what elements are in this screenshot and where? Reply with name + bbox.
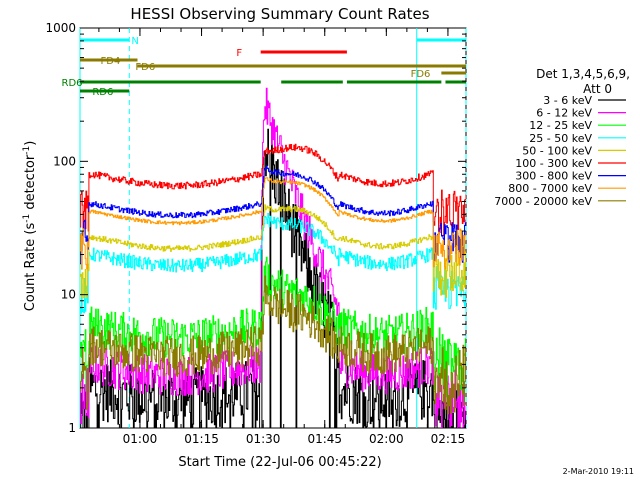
flag-label: N: [131, 36, 138, 47]
x-tick-label: 01:30: [246, 432, 281, 446]
flag-label: F: [236, 48, 242, 59]
x-tick-label: 01:00: [123, 432, 158, 446]
flag-label: RD6: [62, 78, 83, 89]
series-line-6-12-kev: [80, 87, 466, 428]
y-label-suffix: ): [23, 141, 38, 146]
legend-label: 25 - 50 keV: [529, 132, 592, 145]
legend-label: 6 - 12 keV: [536, 107, 592, 120]
y-label-prefix: Count Rate (s: [23, 223, 38, 312]
x-axis: 01:00 01:15 01:30 01:45 02:00 02:15: [98, 28, 466, 446]
series-line-100-300-kev: [80, 143, 466, 237]
series-line-12-25-kev: [80, 256, 466, 398]
y-tick-label: 100: [53, 154, 76, 168]
series-line-800-7000-kev: [80, 177, 466, 270]
legend-label: 3 - 6 keV: [543, 94, 592, 107]
series-group: [80, 87, 466, 428]
flag-label: RD6: [92, 87, 113, 98]
series-line-300-800-kev: [80, 165, 466, 265]
legend-label: 300 - 800 keV: [515, 170, 592, 183]
legend-label: 800 - 7000 keV: [508, 182, 592, 195]
x-tick-label: 02:00: [369, 432, 404, 446]
legend-title: Det 1,3,4,5,6,9,: [536, 67, 630, 81]
footer-timestamp: 2-Mar-2010 19:11: [563, 467, 634, 476]
legend-subtitle: Att 0: [583, 82, 612, 96]
y-label-middle: detector: [23, 154, 38, 214]
y-label-exponent-2: -1: [22, 146, 32, 155]
y-label-exponent-1: -1: [22, 214, 32, 223]
x-tick-label: 01:15: [184, 432, 219, 446]
flag-label: FD6: [135, 62, 155, 73]
legend-label: 100 - 300 keV: [515, 157, 592, 170]
y-axis: 1 10 100 1000: [45, 21, 466, 435]
status-flags: N F FD4 FD6 FD6 RD6 RD6: [62, 36, 466, 98]
flag-label: FD4: [101, 56, 121, 67]
y-tick-label: 1000: [45, 21, 76, 35]
legend-label: 50 - 100 keV: [522, 144, 592, 157]
x-tick-label: 01:45: [307, 432, 342, 446]
series-line-50-100-kev: [80, 204, 466, 299]
plot-area: N F FD4 FD6 FD6 RD6 RD6 01:00 01:15 01:30 01:45 02…: [45, 21, 467, 446]
y-tick-label: 1: [68, 421, 76, 435]
legend-label: 12 - 25 keV: [529, 119, 592, 132]
x-axis-label: Start Time (22-Jul-06 00:45:22): [178, 455, 381, 470]
series-line-7000-20000-kev: [80, 275, 466, 415]
series-line-25-50-kev: [80, 213, 466, 318]
legend-label: 7000 - 20000 keV: [494, 195, 592, 208]
flag-label: FD6: [411, 69, 431, 80]
x-tick-label: 02:15: [431, 432, 466, 446]
y-tick-label: 10: [61, 288, 76, 302]
chart-title: HESSI Observing Summary Count Rates: [130, 5, 429, 23]
y-axis-label: Count Rate (s-1 detector-1): [22, 141, 38, 312]
